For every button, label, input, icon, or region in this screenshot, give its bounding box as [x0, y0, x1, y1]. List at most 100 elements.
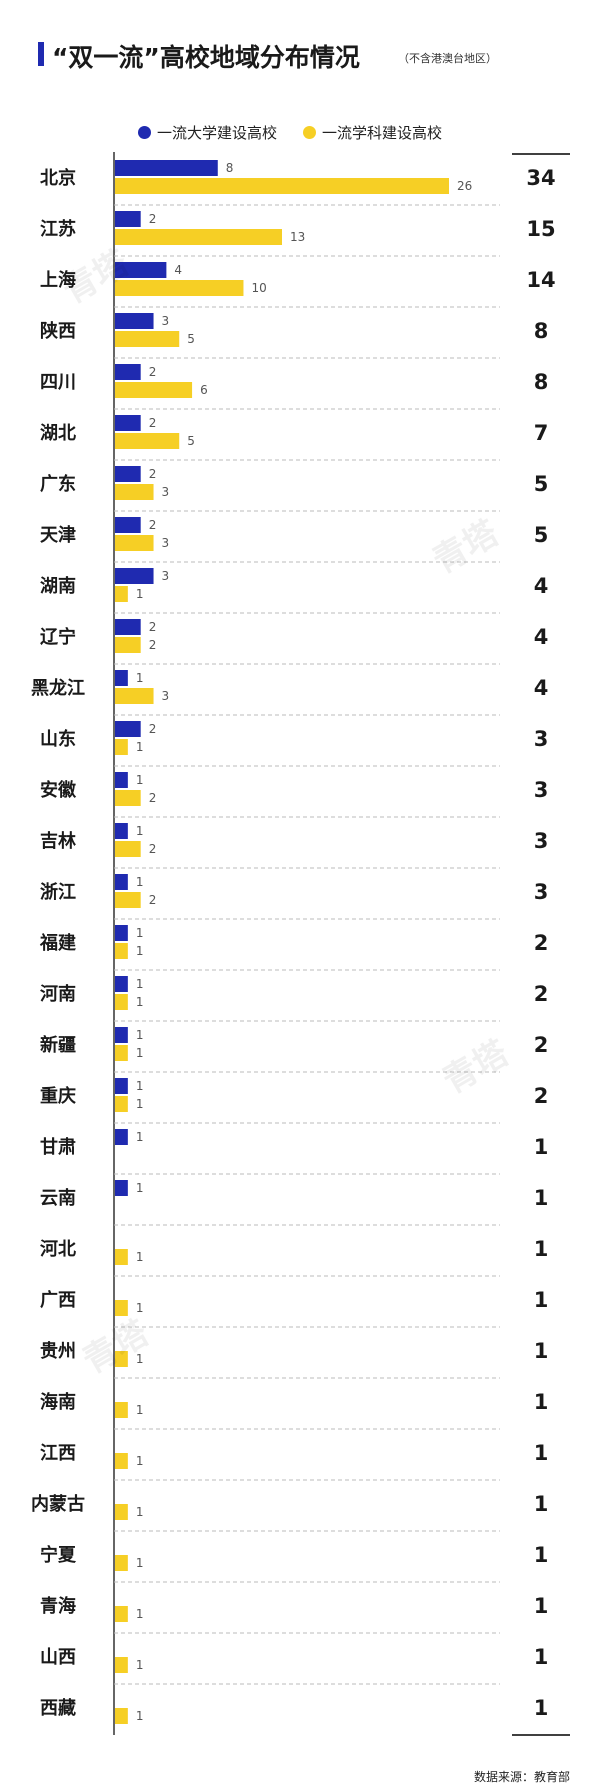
bar-university	[115, 1078, 128, 1094]
category-label: 江西	[40, 1443, 76, 1464]
category-label: 山东	[40, 728, 76, 750]
bar-university	[115, 823, 128, 839]
total-value: 4	[534, 676, 549, 700]
category-label: 广西	[40, 1289, 76, 1311]
value-label-discipline: 1	[136, 1301, 144, 1315]
total-value: 1	[534, 1135, 549, 1159]
total-value: 1	[534, 1288, 549, 1312]
value-label-discipline: 1	[136, 1505, 144, 1519]
data-source-note: 数据来源：教育部	[473, 1770, 570, 1784]
value-label-discipline: 26	[457, 179, 472, 193]
bar-discipline	[115, 178, 449, 194]
bar-discipline	[115, 1300, 128, 1316]
category-label: 安徽	[40, 779, 77, 801]
page-title: “双一流”高校地域分布情况	[52, 43, 360, 72]
legend-swatch-discipline	[303, 126, 317, 139]
value-label-university: 2	[149, 722, 157, 736]
total-value: 4	[534, 625, 549, 649]
value-label-university: 2	[149, 620, 157, 634]
value-label-discipline: 1	[136, 1709, 144, 1723]
bar-discipline	[115, 739, 128, 755]
bar-university	[115, 925, 128, 941]
bar-discipline	[115, 1657, 128, 1673]
value-label-university: 2	[149, 416, 157, 430]
value-label-university: 2	[149, 518, 157, 532]
bar-university	[115, 1129, 128, 1145]
category-label: 甘肃	[40, 1136, 76, 1158]
value-label-discipline: 1	[136, 587, 144, 601]
bar-discipline	[115, 382, 193, 398]
value-label-university: 8	[226, 161, 234, 175]
value-label-discipline: 1	[136, 995, 144, 1009]
value-label-university: 2	[149, 365, 157, 379]
value-label-discipline: 1	[136, 1097, 144, 1111]
total-value: 7	[534, 421, 549, 445]
total-value: 1	[534, 1645, 549, 1669]
category-label: 青海	[40, 1595, 76, 1617]
bar-discipline	[115, 1249, 128, 1265]
value-label-university: 2	[149, 467, 157, 481]
bar-university	[115, 976, 128, 992]
total-value: 1	[534, 1594, 549, 1618]
bar-discipline	[115, 841, 141, 857]
category-label: 福建	[39, 932, 76, 954]
value-label-university: 1	[136, 671, 144, 685]
category-label: 海南	[40, 1391, 76, 1413]
value-label-discipline: 2	[149, 893, 157, 907]
bar-university	[115, 721, 141, 737]
total-value: 2	[534, 982, 549, 1006]
category-label: 云南	[40, 1187, 76, 1209]
value-label-discipline: 1	[136, 1454, 144, 1468]
value-label-discipline: 1	[136, 1046, 144, 1060]
bar-university	[115, 466, 141, 482]
total-value: 1	[534, 1543, 549, 1567]
value-label-discipline: 3	[162, 536, 170, 550]
legend-item-university: 一流大学建设高校	[138, 122, 277, 143]
bar-university	[115, 160, 218, 176]
legend-item-discipline: 一流学科建设高校	[303, 122, 442, 143]
total-value: 14	[526, 268, 555, 292]
value-label-discipline: 10	[251, 281, 266, 295]
total-value: 1	[534, 1390, 549, 1414]
bar-discipline	[115, 331, 180, 347]
value-label-discipline: 1	[136, 1250, 144, 1264]
bar-university	[115, 1027, 128, 1043]
bar-university	[115, 364, 141, 380]
value-label-discipline: 5	[187, 434, 195, 448]
total-value: 1	[534, 1186, 549, 1210]
bar-discipline	[115, 994, 128, 1010]
total-value: 3	[534, 778, 549, 802]
bar-discipline	[115, 637, 141, 653]
bar-university	[115, 1180, 128, 1196]
bar-discipline	[115, 1606, 128, 1622]
category-label: 河南	[40, 983, 76, 1005]
total-value: 1	[534, 1492, 549, 1516]
total-value: 2	[534, 1084, 549, 1108]
category-label: 重庆	[40, 1085, 76, 1107]
category-label: 辽宁	[40, 626, 76, 648]
bar-university	[115, 517, 141, 533]
bar-university	[115, 670, 128, 686]
category-label: 湖南	[40, 575, 76, 597]
total-value: 8	[534, 370, 549, 394]
value-label-discipline: 5	[187, 332, 195, 346]
value-label-discipline: 1	[136, 1556, 144, 1570]
total-value: 1	[534, 1696, 549, 1720]
bar-university	[115, 874, 128, 890]
bar-discipline	[115, 229, 282, 245]
category-label: 天津	[40, 524, 76, 546]
chart-legend: 一流大学建设高校 一流学科建设高校	[138, 122, 468, 143]
value-label-discipline: 6	[200, 383, 208, 397]
bar-university	[115, 262, 167, 278]
category-label: 内蒙古	[31, 1493, 85, 1515]
value-label-discipline: 1	[136, 1658, 144, 1672]
bar-discipline	[115, 484, 154, 500]
total-value: 1	[534, 1339, 549, 1363]
bar-discipline	[115, 943, 128, 959]
bar-discipline	[115, 1453, 128, 1469]
value-label-discipline: 13	[290, 230, 305, 244]
bar-discipline	[115, 1504, 128, 1520]
value-label-discipline: 1	[136, 944, 144, 958]
bar-university	[115, 415, 141, 431]
